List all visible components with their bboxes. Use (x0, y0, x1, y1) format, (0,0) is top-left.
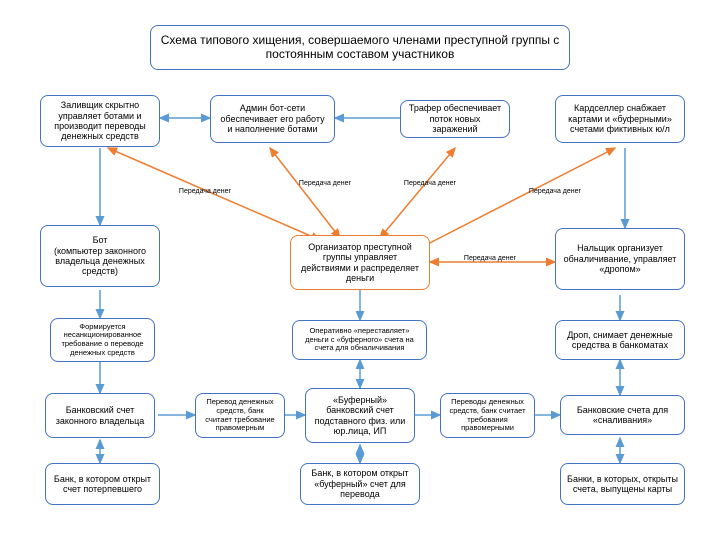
box-cardseller: Кардселлер снабжает картами и «буферными… (555, 95, 685, 143)
box-perevod1: Перевод денежных средств, банк считает т… (195, 393, 285, 438)
label-peredacha-5: Передача денег (455, 255, 525, 263)
label-peredacha-4: Передача денег (520, 188, 590, 196)
box-trebovanie: Формируется несанкционированное требован… (50, 318, 155, 362)
box-nalivaccounts: Банковские счета для «сналивания» (560, 395, 685, 435)
box-bankaccount: Банковский счет законного владельца (45, 393, 155, 438)
label-peredacha-3: Передача денег (395, 180, 465, 188)
box-bank2: Банк, в котором открыт «буферный» счет д… (300, 463, 420, 505)
box-bank3: Банки, в которых, открыты счета, выпущен… (560, 463, 685, 505)
box-organizer: Организатор преступной группы управляет … (290, 235, 430, 290)
box-bank1: Банк, в котором открыт счет потерпевшего (45, 463, 160, 505)
box-perevod2: Переводы денежных средств, банк считает … (440, 393, 535, 438)
label-peredacha-1: Передача денег (170, 188, 240, 196)
box-nalchik: Нальщик организует обналичивание, управл… (555, 228, 685, 290)
label-peredacha-2: Передача денег (290, 180, 360, 188)
box-operativno: Оперативно «переставляет» деньги с «буфе… (292, 320, 427, 360)
title-box: Схема типового хищения, совершаемого чле… (150, 25, 570, 70)
box-drop: Дроп, снимает денежные средства в банком… (555, 320, 685, 360)
box-admin: Админ бот-сети обеспечивает его работу и… (210, 95, 335, 143)
box-bot: Бот (компьютер законного владельца денеж… (40, 225, 160, 287)
box-buffer: «Буферный» банковский счет подставного ф… (305, 388, 415, 443)
box-trafer: Трафер обеспечивает поток новых заражени… (400, 100, 510, 138)
box-zalivschik: Заливщик скрытно управляет ботами и прои… (40, 95, 160, 147)
